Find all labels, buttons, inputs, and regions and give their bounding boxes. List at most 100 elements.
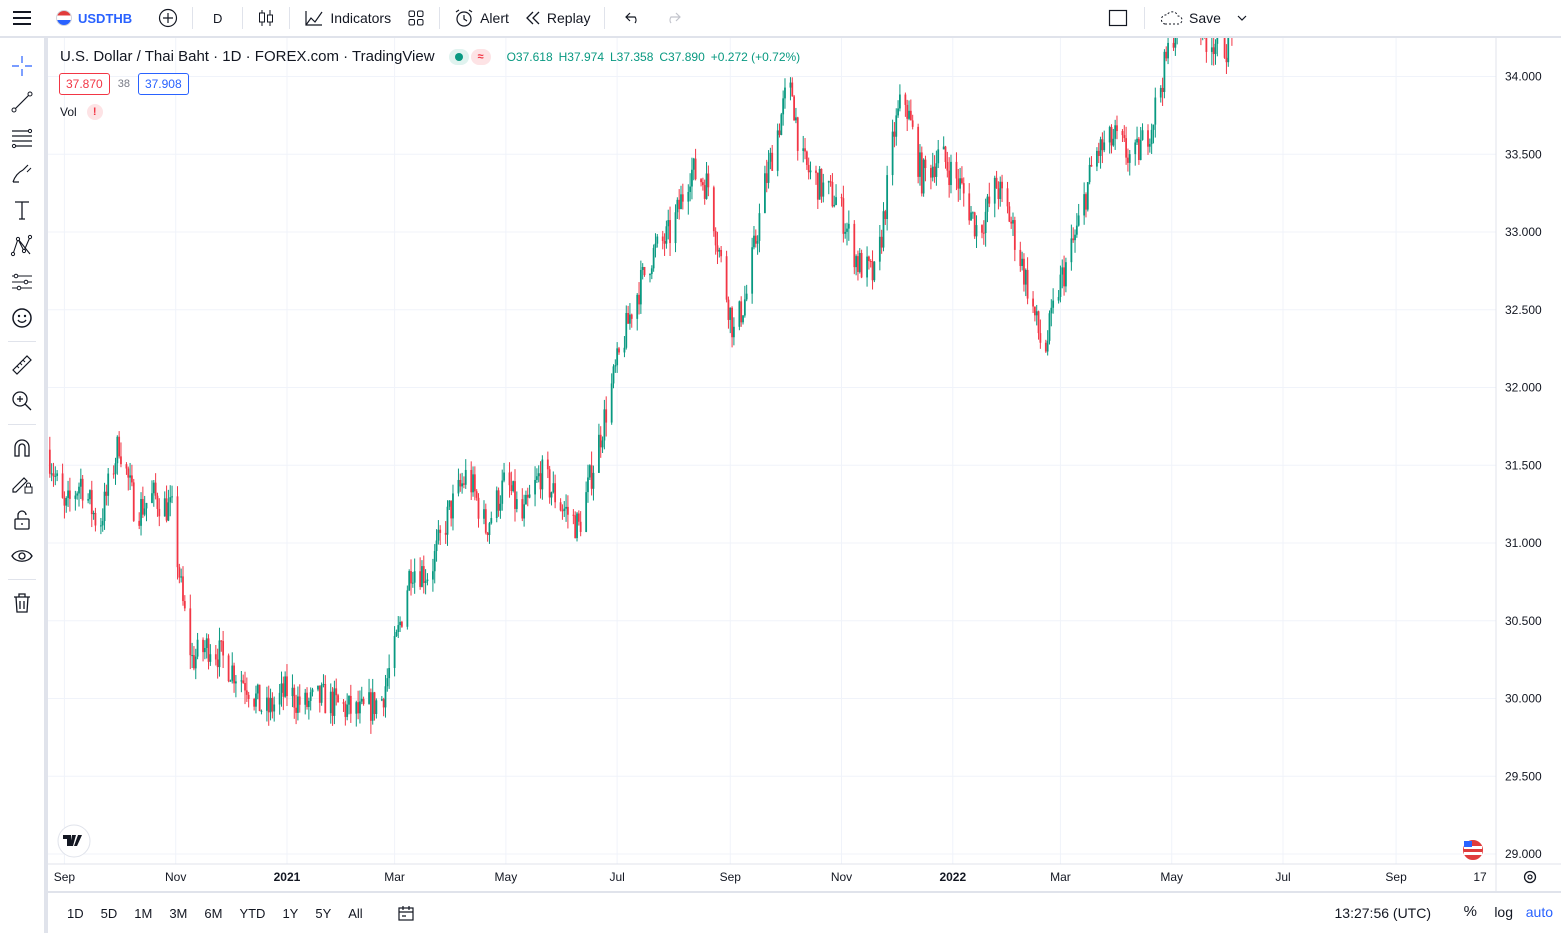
candle-body xyxy=(143,508,146,515)
candle-body xyxy=(576,513,578,539)
range-1m[interactable]: 1M xyxy=(134,905,153,921)
candle-body xyxy=(1141,130,1144,140)
candle-body xyxy=(335,688,338,696)
candle-body xyxy=(521,499,524,519)
remove-drawings-tool[interactable] xyxy=(0,585,44,621)
candle-body xyxy=(687,191,690,202)
alert-button[interactable]: Alert xyxy=(446,0,517,36)
magnet-tool[interactable] xyxy=(0,430,44,466)
candle-body xyxy=(712,187,715,232)
prediction-tool[interactable] xyxy=(0,264,44,300)
candle-body xyxy=(297,696,299,713)
candle-body xyxy=(753,235,755,248)
candle-body xyxy=(1136,138,1138,143)
candle-body xyxy=(993,177,996,204)
candle-body xyxy=(484,509,487,533)
hide-drawings-tool[interactable] xyxy=(0,538,44,574)
range-all[interactable]: All xyxy=(348,905,363,921)
candle-body xyxy=(541,459,544,490)
range-6m[interactable]: 6M xyxy=(204,905,223,921)
candle-body xyxy=(886,175,889,220)
candle-body xyxy=(464,469,467,485)
candle-body xyxy=(421,566,423,587)
candle-body xyxy=(1134,142,1137,155)
candle-body xyxy=(866,256,868,278)
chart-pane[interactable]: 29.000 29.500 30.000 30.500 31.000 31.500 32.0… xyxy=(48,0,1561,891)
candle-body xyxy=(661,236,664,242)
y-tick-label: 31.000 xyxy=(1505,536,1542,550)
candle-body xyxy=(457,479,460,494)
candle-body xyxy=(357,702,360,714)
save-button[interactable]: Save xyxy=(1151,0,1255,36)
high-value: H37.974 xyxy=(558,49,604,64)
candle-body xyxy=(968,193,971,221)
clock-readout[interactable]: 13:27:56 (UTC) xyxy=(1334,905,1431,921)
crosshair-tool[interactable] xyxy=(0,48,44,84)
candle-body xyxy=(54,475,57,477)
candle-body xyxy=(639,269,642,305)
pencil-lock-icon xyxy=(12,477,33,494)
range-1d[interactable]: 1D xyxy=(67,905,84,921)
fullscreen-button[interactable] xyxy=(1098,0,1138,36)
interval-button[interactable]: D xyxy=(199,0,236,36)
compare-symbol-button[interactable] xyxy=(150,0,186,36)
undo-button[interactable] xyxy=(611,0,655,36)
candle-body xyxy=(572,514,575,516)
menu-button[interactable] xyxy=(0,0,44,36)
x-tick-label: Jul xyxy=(609,870,624,884)
price-chart[interactable]: 29.000 29.500 30.000 30.500 31.000 31.500 32.0… xyxy=(48,0,1561,891)
stay-drawing-tool[interactable] xyxy=(0,466,44,502)
fib-tool[interactable] xyxy=(0,120,44,156)
gear-icon[interactable] xyxy=(1523,870,1537,884)
log-scale-toggle[interactable]: log xyxy=(1494,904,1513,920)
lock-drawings-tool[interactable] xyxy=(0,502,44,538)
brush-tool[interactable] xyxy=(0,156,44,192)
candle-body xyxy=(756,240,759,244)
calendar-icon xyxy=(398,906,414,921)
auto-scale-toggle[interactable]: auto xyxy=(1525,904,1553,920)
candle-body xyxy=(815,170,817,173)
symbol-title[interactable]: U.S. Dollar / Thai Baht · 1D · FOREX.com… xyxy=(60,48,435,65)
indicators-button[interactable]: Indicators xyxy=(296,0,399,36)
candle-body xyxy=(740,301,743,323)
warning-icon[interactable]: ! xyxy=(86,104,103,120)
replay-button[interactable]: Replay xyxy=(517,0,599,36)
candle-body xyxy=(641,266,644,270)
pattern-tool[interactable] xyxy=(0,228,44,264)
go-to-date-button[interactable] xyxy=(397,904,415,922)
range-3m[interactable]: 3M xyxy=(169,905,188,921)
measure-tool[interactable] xyxy=(0,347,44,383)
zoom-tool[interactable] xyxy=(0,383,44,419)
candle-body xyxy=(754,235,757,244)
redo-button[interactable] xyxy=(655,0,691,36)
candle-body xyxy=(789,82,792,88)
sell-button[interactable]: 37.870 xyxy=(59,73,110,95)
candle-body xyxy=(324,683,327,714)
status-pill[interactable]: ≈ xyxy=(448,48,491,65)
layouts-button[interactable] xyxy=(399,0,433,36)
data-delayed-icon: ≈ xyxy=(470,48,491,65)
candle-body xyxy=(997,188,1000,199)
range-5d[interactable]: 5D xyxy=(100,905,118,921)
range-5y[interactable]: 5Y xyxy=(315,905,332,921)
text-tool[interactable] xyxy=(0,192,44,228)
range-ytd[interactable]: YTD xyxy=(239,905,266,921)
candle-body xyxy=(844,231,847,234)
buy-button[interactable]: 37.908 xyxy=(137,73,189,95)
volume-label[interactable]: Vol xyxy=(60,105,77,119)
candle-body xyxy=(942,146,945,150)
candle-body xyxy=(577,513,580,522)
y-tick-label: 34.000 xyxy=(1505,70,1542,84)
candle-body xyxy=(1214,43,1217,55)
symbol-search-button[interactable]: USDTHB xyxy=(10,0,140,36)
trend-line-tool[interactable] xyxy=(0,84,44,120)
tradingview-logo-mark xyxy=(63,835,82,846)
candle-body xyxy=(260,710,263,712)
percent-scale-toggle[interactable]: % xyxy=(1463,903,1477,920)
chart-type-button[interactable] xyxy=(249,0,283,36)
candle-body xyxy=(692,158,695,170)
y-tick-label: 29.500 xyxy=(1505,769,1542,783)
candle-body xyxy=(612,366,615,384)
icons-tool[interactable] xyxy=(0,300,44,336)
range-1y[interactable]: 1Y xyxy=(282,905,299,921)
